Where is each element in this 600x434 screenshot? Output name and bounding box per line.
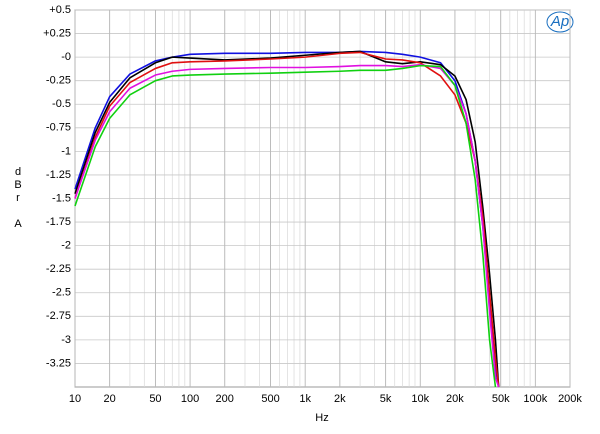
logo: Ap bbox=[550, 13, 569, 30]
x-axis-label: Hz bbox=[315, 412, 328, 424]
x-tick-label: 20 bbox=[104, 393, 116, 405]
y-tick-label: -1.5 bbox=[52, 192, 71, 204]
y-tick-label: +0.5 bbox=[49, 4, 71, 16]
series-line bbox=[74, 64, 497, 388]
x-tick-label: 2k bbox=[334, 393, 346, 405]
x-tick-label: 50 bbox=[149, 393, 161, 405]
logo-ring bbox=[546, 11, 574, 33]
y-tick-label: -2 bbox=[61, 240, 71, 252]
y-tick-label: -0.5 bbox=[52, 98, 71, 110]
y-tick-label: -0.75 bbox=[46, 122, 71, 134]
y-tick-label: -0.25 bbox=[46, 75, 71, 87]
y-tick-label: -1.25 bbox=[46, 169, 71, 181]
y-tick-label: -2.5 bbox=[52, 287, 71, 299]
x-tick-label: 200 bbox=[216, 393, 234, 405]
x-tick-label: 10k bbox=[411, 393, 429, 405]
series-line bbox=[74, 63, 500, 388]
y-tick-label: -2.75 bbox=[46, 310, 71, 322]
series-line bbox=[74, 50, 500, 388]
x-tick-label: 1k bbox=[299, 393, 311, 405]
x-tick-label: 20k bbox=[446, 393, 464, 405]
y-tick-label: -1 bbox=[61, 145, 71, 157]
x-tick-label: 100 bbox=[181, 393, 199, 405]
y-tick-label: -3 bbox=[61, 334, 71, 346]
y-tick-label: -1.75 bbox=[46, 216, 71, 228]
y-tick-label: +0.25 bbox=[43, 27, 71, 39]
x-tick-label: 200k bbox=[558, 393, 582, 405]
y-tick-label: -3.25 bbox=[46, 357, 71, 369]
y-tick-label: -2.25 bbox=[46, 263, 71, 275]
x-tick-label: 10 bbox=[69, 393, 81, 405]
x-tick-label: 50k bbox=[492, 393, 510, 405]
x-tick-label: 500 bbox=[261, 393, 279, 405]
x-tick-label: 5k bbox=[380, 393, 392, 405]
y-tick-label: -0 bbox=[61, 51, 71, 63]
x-tick-label: 100k bbox=[523, 393, 547, 405]
